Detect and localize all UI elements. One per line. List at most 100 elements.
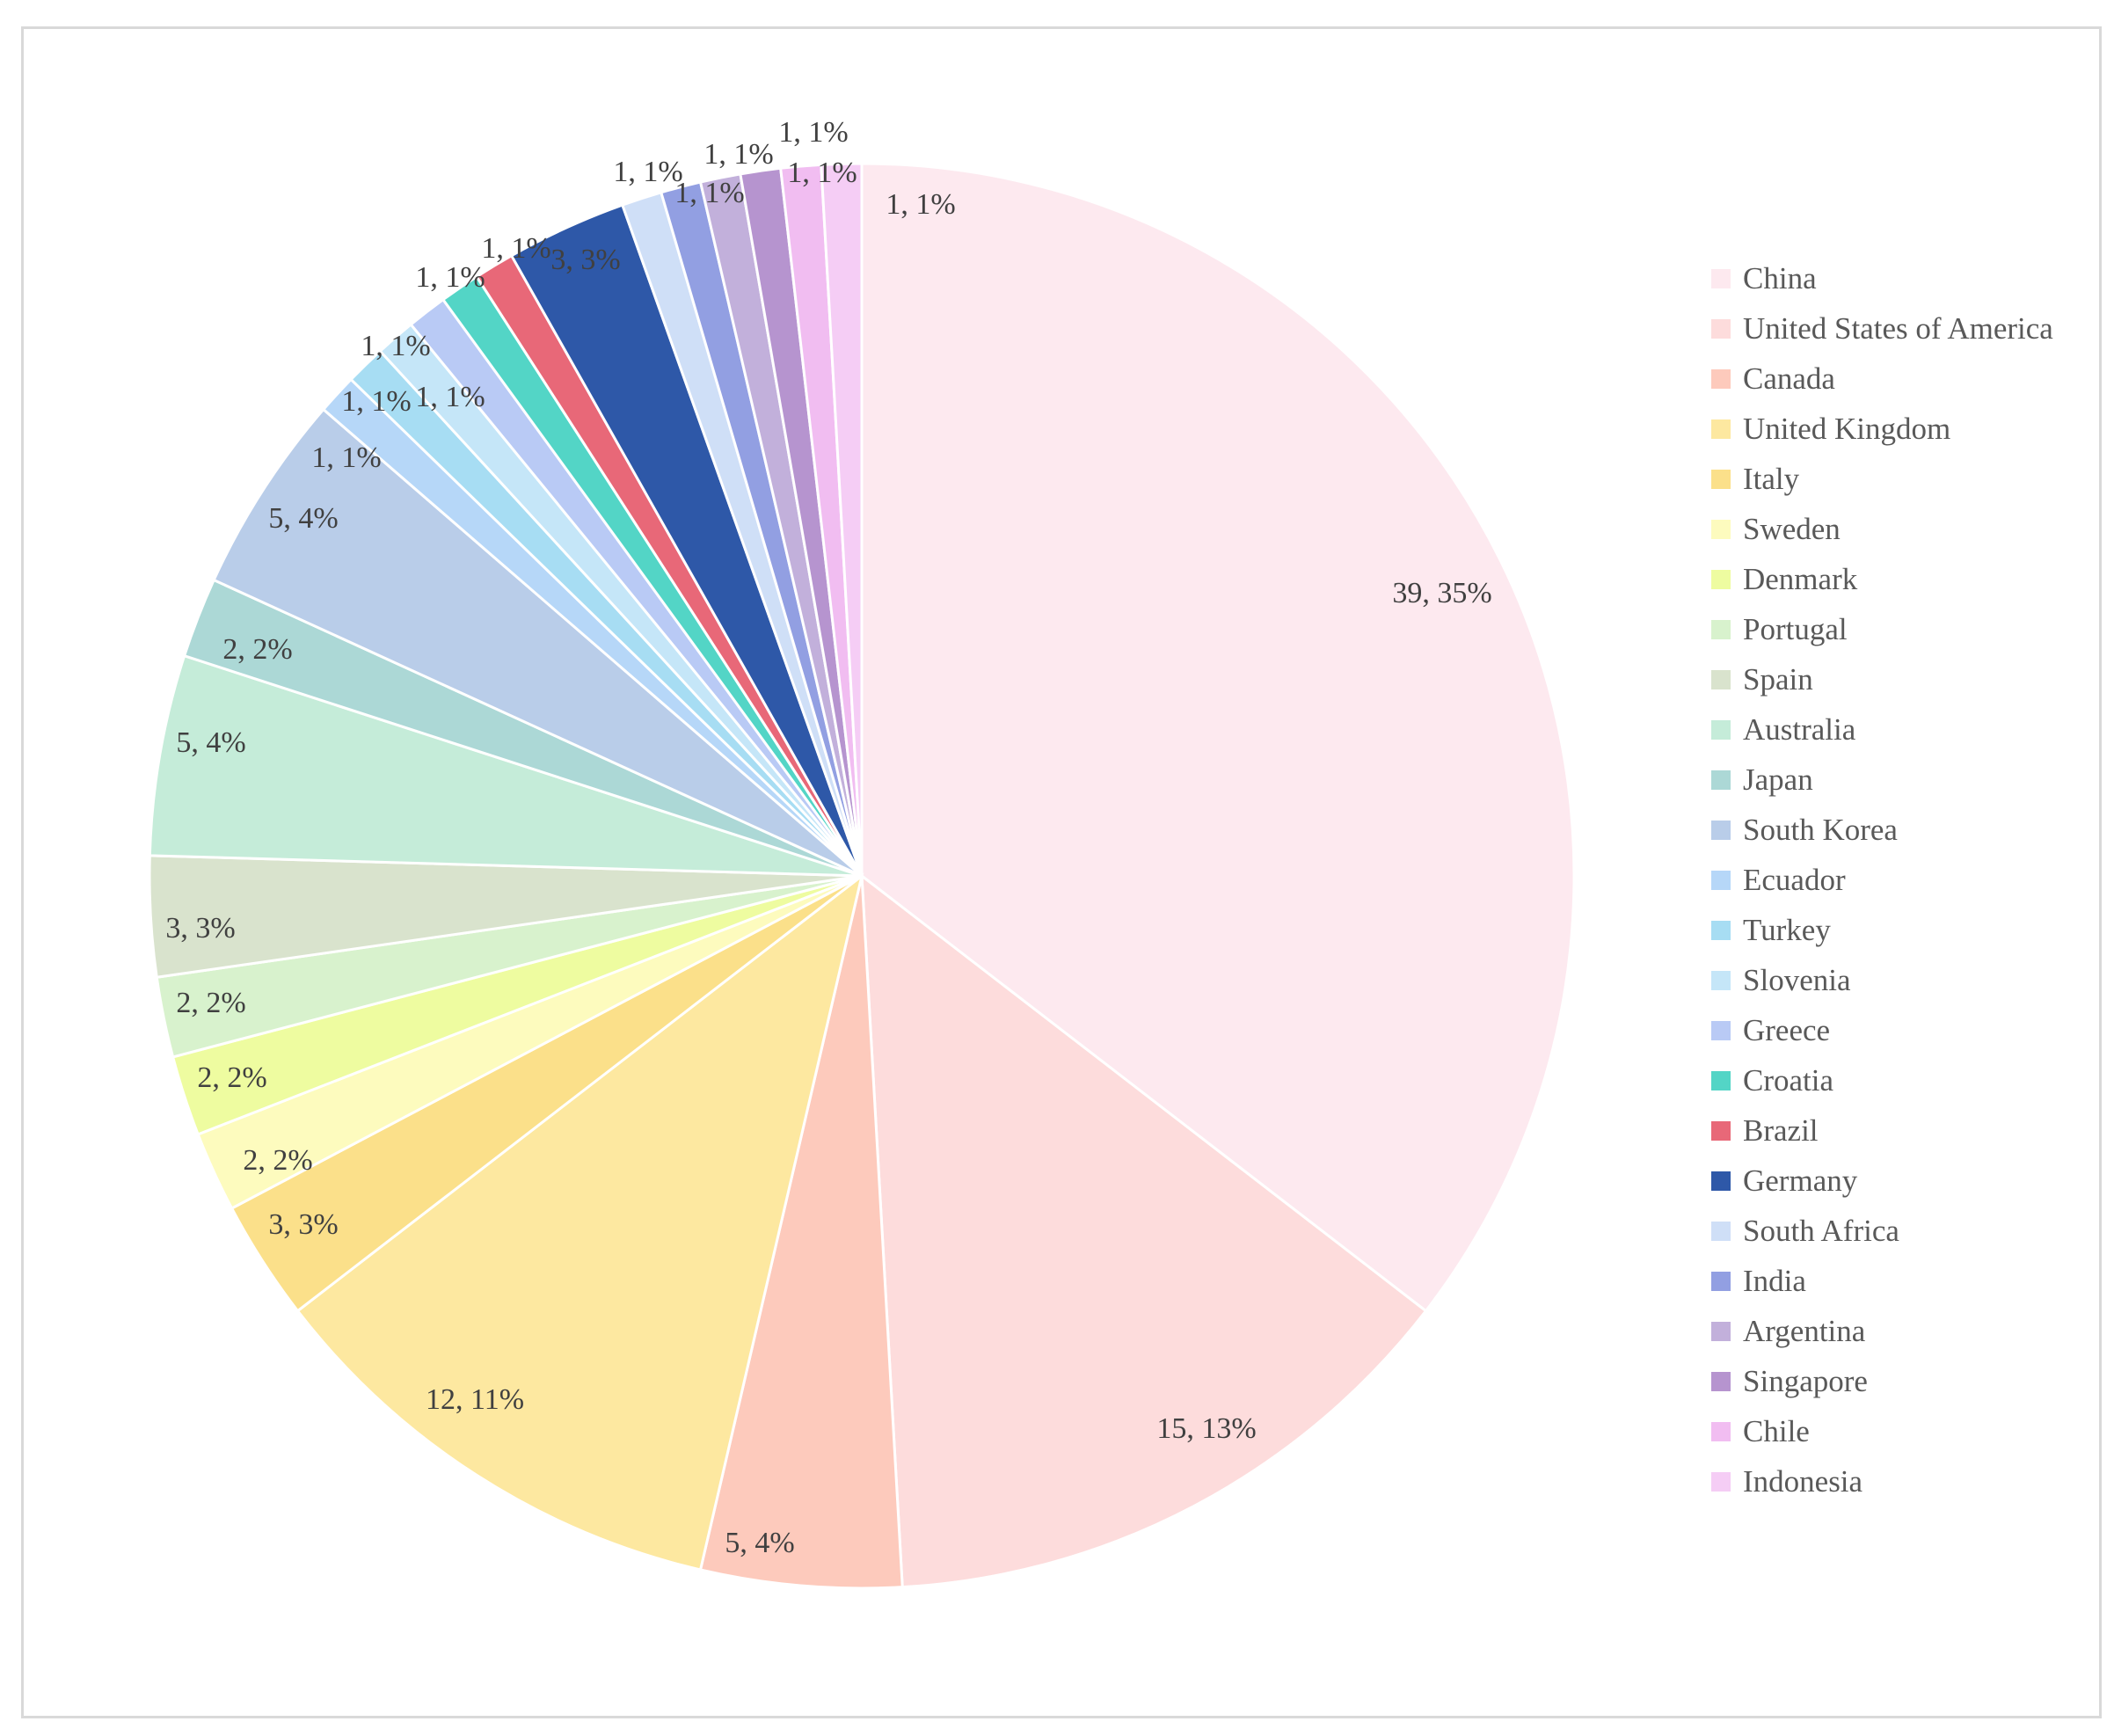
data-label-india: 1, 1% bbox=[674, 177, 744, 209]
legend-swatch bbox=[1711, 920, 1731, 940]
pie-slices bbox=[148, 162, 1576, 1590]
data-label-united-kingdom: 12, 11% bbox=[426, 1383, 524, 1416]
pie-slice-china bbox=[860, 162, 1576, 1313]
data-label-china: 39, 35% bbox=[1392, 577, 1491, 609]
data-label-canada: 5, 4% bbox=[725, 1527, 794, 1559]
data-label-turkey: 1, 1% bbox=[341, 385, 411, 418]
legend-swatch bbox=[1711, 1020, 1731, 1040]
legend-label: Argentina bbox=[1743, 1313, 1866, 1348]
legend-label: Italy bbox=[1743, 461, 1800, 496]
legend-label: South Korea bbox=[1743, 812, 1898, 847]
legend-swatch bbox=[1711, 870, 1731, 890]
legend-item: Indonesia bbox=[1711, 1456, 2053, 1506]
legend-item: Australia bbox=[1711, 704, 2053, 755]
data-label-japan: 2, 2% bbox=[222, 633, 292, 666]
legend-item: Canada bbox=[1711, 354, 2053, 404]
legend-swatch bbox=[1711, 1371, 1731, 1391]
legend-swatch bbox=[1711, 1421, 1731, 1441]
legend-item: Italy bbox=[1711, 454, 2053, 504]
legend-item: Ecuador bbox=[1711, 855, 2053, 905]
pie-slice-australia bbox=[148, 653, 863, 878]
data-label-south-africa: 1, 1% bbox=[613, 156, 682, 188]
legend-item: South Korea bbox=[1711, 805, 2053, 855]
legend-swatch bbox=[1711, 1471, 1731, 1492]
data-label-indonesia: 1, 1% bbox=[886, 188, 955, 221]
legend-item: Singapore bbox=[1711, 1356, 2053, 1406]
legend-item: Argentina bbox=[1711, 1306, 2053, 1356]
legend-swatch bbox=[1711, 719, 1731, 740]
data-label-ecuador: 1, 1% bbox=[311, 441, 381, 474]
legend-item: Turkey bbox=[1711, 905, 2053, 955]
legend-swatch bbox=[1711, 1321, 1731, 1341]
data-label-united-states-of-america: 15, 13% bbox=[1156, 1412, 1256, 1445]
data-label-portugal: 2, 2% bbox=[176, 987, 245, 1019]
legend-swatch bbox=[1711, 519, 1731, 539]
legend-swatch bbox=[1711, 970, 1731, 990]
legend-label: Ecuador bbox=[1743, 862, 1846, 897]
data-label-italy: 3, 3% bbox=[268, 1208, 338, 1241]
legend-label: Slovenia bbox=[1743, 962, 1851, 997]
legend-swatch bbox=[1711, 1271, 1731, 1291]
legend-item: Japan bbox=[1711, 755, 2053, 805]
legend-label: Canada bbox=[1743, 361, 1835, 396]
data-label-spain: 3, 3% bbox=[165, 912, 235, 945]
legend-item: Croatia bbox=[1711, 1055, 2053, 1105]
legend-label: Turkey bbox=[1743, 912, 1831, 947]
legend-swatch bbox=[1711, 1221, 1731, 1241]
pie-slice-united-states-of-america bbox=[860, 872, 1428, 1589]
data-label-chile: 1, 1% bbox=[787, 157, 857, 189]
legend-item: Sweden bbox=[1711, 504, 2053, 554]
legend-label: Greece bbox=[1743, 1012, 1831, 1047]
legend-label: Indonesia bbox=[1743, 1463, 1863, 1499]
legend-label: Brazil bbox=[1743, 1112, 1819, 1148]
legend-swatch bbox=[1711, 318, 1731, 339]
legend-label: South Africa bbox=[1743, 1213, 1899, 1248]
pie-slice-united-kingdom bbox=[295, 872, 864, 1572]
legend-swatch bbox=[1711, 619, 1731, 639]
legend-item: Portugal bbox=[1711, 604, 2053, 654]
legend-swatch bbox=[1711, 1120, 1731, 1141]
legend-swatch bbox=[1711, 419, 1731, 439]
legend-item: Slovenia bbox=[1711, 955, 2053, 1005]
legend-swatch bbox=[1711, 1171, 1731, 1191]
data-label-sweden: 2, 2% bbox=[243, 1144, 312, 1177]
data-label-denmark: 2, 2% bbox=[197, 1061, 266, 1094]
pie-slice-indonesia bbox=[820, 162, 864, 877]
data-label-singapore: 1, 1% bbox=[778, 116, 848, 149]
legend: China United States of America Canada Unite… bbox=[1711, 253, 2053, 1506]
legend-label: Spain bbox=[1743, 661, 1813, 697]
legend-item: Chile bbox=[1711, 1406, 2053, 1456]
legend-item: Germany bbox=[1711, 1156, 2053, 1206]
legend-item: Brazil bbox=[1711, 1105, 2053, 1156]
legend-label: India bbox=[1743, 1263, 1806, 1298]
pie-slice-south-korea bbox=[212, 407, 863, 878]
legend-label: Denmark bbox=[1743, 561, 1858, 596]
legend-label: Chile bbox=[1743, 1413, 1810, 1448]
legend-label: Portugal bbox=[1743, 611, 1848, 646]
legend-label: Australia bbox=[1743, 711, 1856, 747]
legend-swatch bbox=[1711, 268, 1731, 288]
legend-label: Singapore bbox=[1743, 1363, 1868, 1398]
legend-label: China bbox=[1743, 260, 1817, 295]
data-label-croatia: 1, 1% bbox=[415, 261, 485, 294]
legend-item: Greece bbox=[1711, 1005, 2053, 1055]
legend-item: South Africa bbox=[1711, 1206, 2053, 1256]
legend-item: United Kingdom bbox=[1711, 404, 2053, 454]
pie-data-labels: 39, 35% 15, 13% 5, 4% 12, 11% 3, 3% 2, 2% 2, 2… bbox=[165, 116, 1491, 1559]
legend-item: India bbox=[1711, 1256, 2053, 1306]
data-label-germany: 3, 3% bbox=[550, 244, 620, 276]
legend-swatch bbox=[1711, 368, 1731, 389]
data-label-south-korea: 5, 4% bbox=[268, 502, 338, 535]
legend-item: Spain bbox=[1711, 654, 2053, 704]
legend-item: China bbox=[1711, 253, 2053, 303]
legend-label: United States of America bbox=[1743, 310, 2053, 346]
legend-swatch bbox=[1711, 669, 1731, 689]
data-label-australia: 5, 4% bbox=[176, 726, 245, 759]
data-label-slovenia: 1, 1% bbox=[415, 381, 485, 413]
legend-label: United Kingdom bbox=[1743, 411, 1951, 446]
legend-label: Sweden bbox=[1743, 511, 1841, 546]
data-label-argentina: 1, 1% bbox=[703, 138, 773, 171]
legend-label: Germany bbox=[1743, 1163, 1858, 1198]
legend-swatch bbox=[1711, 569, 1731, 589]
